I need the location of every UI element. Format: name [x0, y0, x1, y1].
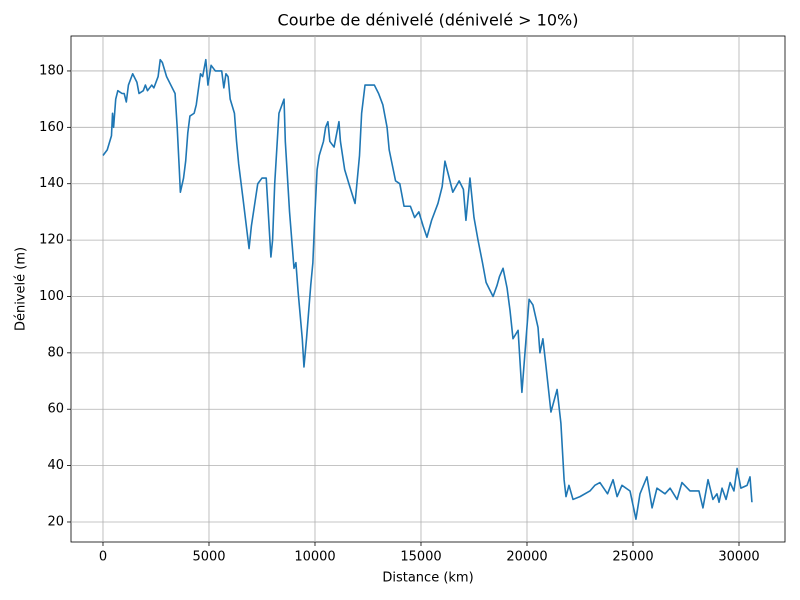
x-axis-label: Distance (km): [382, 571, 473, 586]
x-tick-label: 10000: [294, 550, 335, 565]
x-tick-label: 15000: [400, 550, 441, 565]
y-tick-label: 140: [39, 176, 64, 191]
y-tick-label: 180: [39, 63, 64, 78]
x-tick-label: 0: [99, 550, 107, 565]
x-tick-label: 20000: [506, 550, 547, 565]
y-tick-label: 40: [47, 458, 64, 473]
plot-frame: [70, 35, 786, 543]
x-tick-label: 5000: [192, 550, 225, 565]
y-tick-label: 80: [47, 345, 64, 360]
y-tick-label: 160: [39, 120, 64, 135]
y-tick-label: 60: [47, 402, 64, 417]
x-tick-label: 30000: [718, 550, 759, 565]
y-tick-label: 120: [39, 233, 64, 248]
y-tick-label: 20: [47, 514, 64, 529]
chart-title: Courbe de dénivelé (dénivelé > 10%): [278, 11, 579, 30]
line: [102, 58, 753, 520]
x-tick-label: 25000: [612, 550, 653, 565]
y-axis-label: Dénivelé (m): [14, 247, 29, 331]
y-tick-label: 100: [39, 289, 64, 304]
